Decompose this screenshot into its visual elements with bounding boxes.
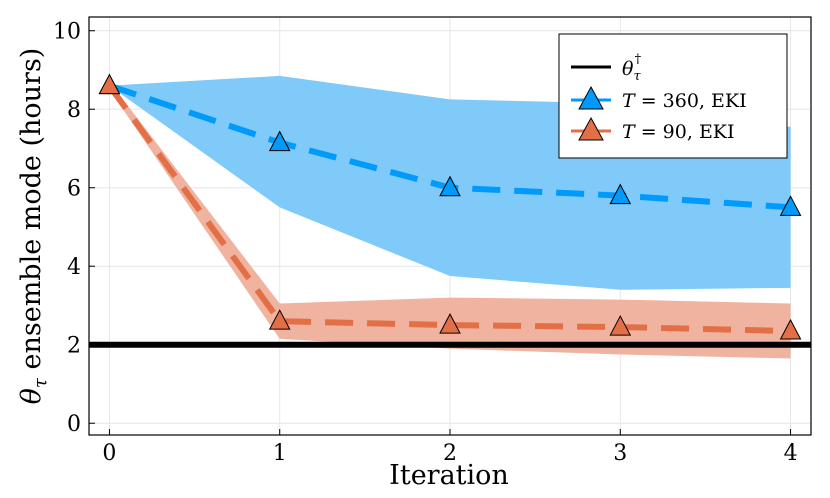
y-tick-label-4: 4 <box>67 255 81 280</box>
data-point-s0-4 <box>779 195 802 216</box>
x-tick-label-2: 2 <box>443 441 457 466</box>
y-tick-label-10: 10 <box>53 20 81 45</box>
x-axis-label: Iteration <box>389 460 509 491</box>
legend-t360-text: = 360, EKI <box>635 90 747 112</box>
legend-label-t90: T = 90, EKI <box>622 121 735 143</box>
data-point-s1-4 <box>779 318 802 340</box>
legend-t360-symbol: T <box>622 90 636 112</box>
series-line-1 <box>107 83 791 334</box>
y-tick-label-0: 0 <box>67 412 81 437</box>
x-tick-label-0: 0 <box>102 441 116 466</box>
x-tick-label-4: 4 <box>784 441 798 466</box>
y-tick-label-2: 2 <box>67 334 81 359</box>
y-axis-text: ensemble mode (hours) <box>16 48 47 378</box>
legend-swatch-t360-marker <box>578 85 604 110</box>
data-point-s1-1 <box>268 309 291 330</box>
legend-reference-subscript: τ <box>633 69 641 84</box>
x-tick-labels: 0 1 2 3 4 <box>102 429 798 466</box>
y-axis-symbol: θ <box>16 388 47 404</box>
series-markers <box>98 73 802 340</box>
y-axis-subscript: τ <box>30 377 51 388</box>
y-tick-label-8: 8 <box>67 98 81 123</box>
data-point-s0-2 <box>439 175 461 197</box>
y-axis-label: θτ ensemble mode (hours) <box>16 48 51 405</box>
legend-label-t360: T = 360, EKI <box>622 90 747 112</box>
y-tick-labels: 0 2 4 6 8 10 <box>53 20 95 437</box>
y-tick-label-6: 6 <box>67 177 81 202</box>
data-point-s0-1 <box>268 130 291 152</box>
data-point-s1-0 <box>98 73 121 95</box>
x-tick-label-1: 1 <box>273 441 287 466</box>
data-point-s1-3 <box>609 314 632 336</box>
legend-reference-superscript: † <box>635 52 642 67</box>
legend: θτ † T = 360, EKI T = 90, EKI <box>558 33 788 159</box>
x-tick-label-3: 3 <box>613 441 627 466</box>
data-point-s0-3 <box>609 183 632 205</box>
legend-label-reference: θτ † <box>622 52 642 84</box>
legend-t90-text: = 90, EKI <box>635 121 735 143</box>
legend-t90-symbol: T <box>622 121 636 143</box>
data-point-s1-2 <box>439 313 461 334</box>
legend-reference-symbol: θ <box>622 58 634 80</box>
legend-swatch-t90-marker <box>578 116 604 141</box>
